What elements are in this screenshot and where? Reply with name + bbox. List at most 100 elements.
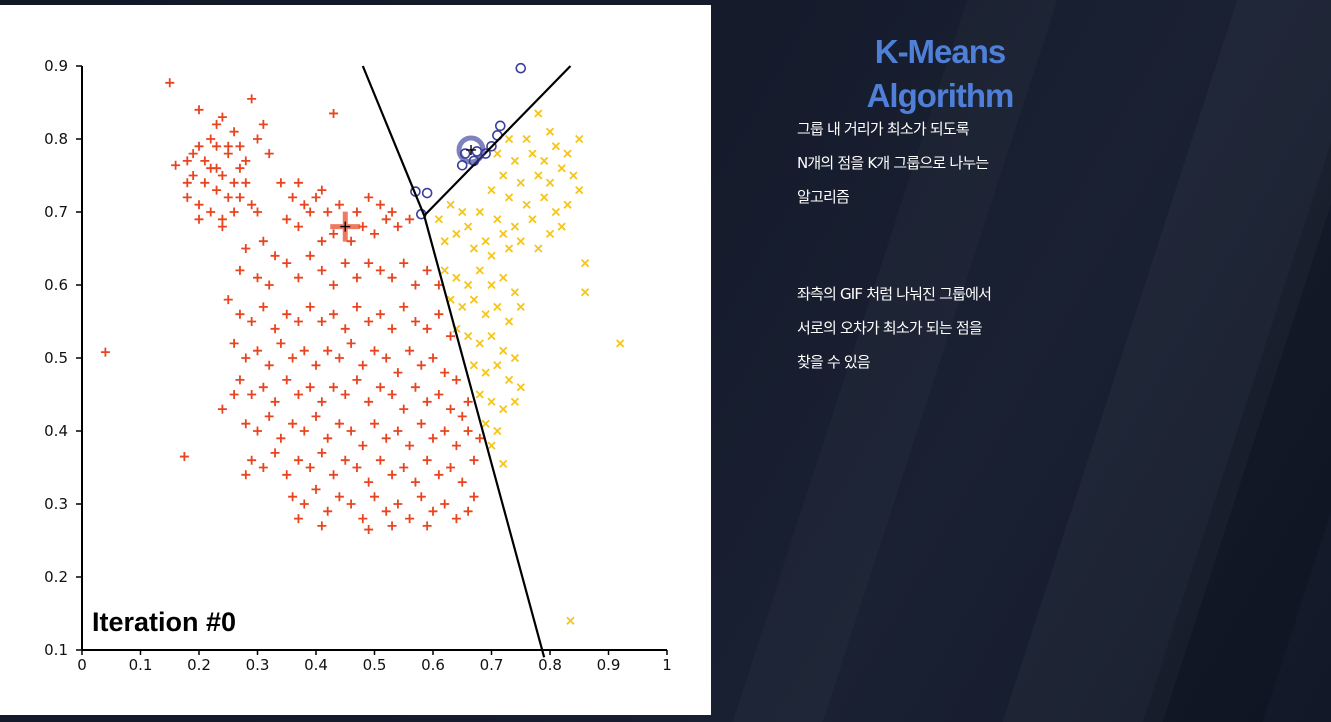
data-point-yellow	[487, 397, 496, 406]
x-tick-label: 0.9	[597, 656, 621, 674]
data-point-red	[258, 119, 268, 129]
kmeans-scatter-chart: 0 0.1 0.2 0.3 0.4 0.5 0.6 0.7 0.8 0.9 1 0.1 0.2 0.3 0.…	[44, 57, 672, 674]
data-point-yellow	[463, 280, 473, 290]
data-point-red	[311, 484, 321, 494]
data-point-red	[346, 338, 356, 348]
data-point-yellow	[575, 134, 584, 144]
data-point-red	[352, 463, 362, 472]
data-point-red	[364, 525, 374, 535]
data-point-yellow	[563, 149, 572, 158]
data-point-red	[188, 149, 198, 159]
data-point-yellow	[504, 244, 514, 253]
data-point-red	[434, 470, 444, 480]
slide-title-line: Algorithm	[866, 77, 1015, 114]
boundary-line	[361, 65, 546, 658]
data-point-red	[346, 499, 356, 509]
x-tick-label: 0.1	[129, 656, 153, 674]
data-point-red	[264, 411, 274, 421]
data-point-red	[469, 455, 479, 465]
description-line: 서로의 오차가 최소가 되는 점을	[797, 319, 983, 337]
description-line: 찾을 수 있음	[797, 353, 871, 371]
data-point-red	[399, 463, 409, 472]
data-point-red	[270, 397, 280, 407]
x-tick-label: 0.4	[304, 656, 328, 674]
data-point-red	[253, 426, 262, 436]
data-point-red	[241, 470, 251, 480]
data-point-red	[100, 347, 110, 357]
data-point-red	[375, 200, 385, 210]
data-point-yellow	[446, 200, 455, 209]
data-point-red	[235, 141, 245, 151]
y-tick-label: 0.8	[44, 130, 68, 148]
data-point-red	[229, 338, 239, 348]
data-point-red	[387, 470, 397, 480]
data-point-yellow	[510, 397, 520, 406]
data-point-red	[358, 360, 368, 370]
data-point-red	[410, 477, 420, 487]
data-point-yellow	[516, 237, 525, 246]
data-point-red	[440, 368, 450, 378]
x-tick-label: 0.3	[246, 656, 270, 674]
data-point-red	[317, 185, 327, 195]
y-tick-label: 0.3	[44, 495, 68, 513]
data-point-yellow	[551, 142, 560, 151]
data-point-red	[329, 229, 339, 239]
data-point-red	[212, 185, 222, 195]
data-point-yellow	[487, 251, 496, 260]
data-point-red	[475, 433, 485, 443]
data-point-red	[334, 419, 344, 429]
data-point-yellow	[540, 156, 549, 166]
data-point-red	[416, 419, 426, 429]
data-point-red	[182, 178, 192, 188]
data-point-yellow	[458, 302, 467, 312]
data-point-red	[352, 207, 362, 217]
data-point-yellow	[434, 215, 443, 224]
data-point-yellow	[499, 229, 508, 239]
data-point-yellow	[504, 193, 514, 202]
data-point-yellow	[528, 149, 537, 158]
data-point-red	[293, 273, 303, 283]
data-point-yellow	[557, 222, 566, 231]
data-point-red	[428, 506, 438, 516]
data-point-yellow	[504, 375, 514, 385]
data-point-yellow	[481, 368, 490, 377]
data-point-red	[182, 192, 192, 202]
data-point-yellow	[440, 266, 449, 275]
data-point-yellow	[528, 215, 537, 224]
data-point-red	[299, 499, 309, 509]
data-point-red	[311, 411, 321, 421]
chart-axes: 0 0.1 0.2 0.3 0.4 0.5 0.6 0.7 0.8 0.9 1 0.1 0.2 0.3 0.…	[44, 57, 672, 674]
data-point-red	[282, 309, 292, 319]
data-point-yellow	[452, 273, 461, 282]
data-point-yellow	[463, 222, 473, 231]
data-point-red	[293, 390, 303, 399]
data-point-red	[334, 200, 344, 210]
data-point-red	[311, 192, 321, 202]
data-point-yellow	[516, 302, 525, 312]
data-point-red	[235, 309, 245, 319]
data-point-red	[200, 156, 210, 166]
data-point-red	[293, 178, 303, 188]
data-point-yellow	[534, 244, 543, 253]
data-point-red	[270, 324, 280, 334]
data-point-red	[235, 192, 245, 202]
data-point-red	[282, 470, 292, 480]
data-point-red	[329, 382, 339, 392]
data-point-red	[264, 360, 274, 370]
data-point-yellow	[481, 310, 490, 319]
data-point-yellow	[499, 404, 508, 414]
data-point-yellow	[487, 280, 496, 290]
data-point-red	[288, 492, 298, 502]
data-point-red	[235, 375, 245, 385]
data-point-blue	[494, 120, 506, 132]
data-point-red	[258, 382, 268, 392]
data-point-red	[364, 258, 374, 268]
data-point-red	[253, 273, 262, 283]
data-point-red	[381, 353, 391, 363]
data-point-red	[241, 156, 251, 166]
x-tick-label: 0.7	[480, 656, 504, 674]
data-point-red	[446, 404, 456, 414]
data-point-red	[329, 280, 339, 290]
x-tick-label: 0	[77, 656, 87, 674]
data-point-yellow	[440, 237, 449, 246]
